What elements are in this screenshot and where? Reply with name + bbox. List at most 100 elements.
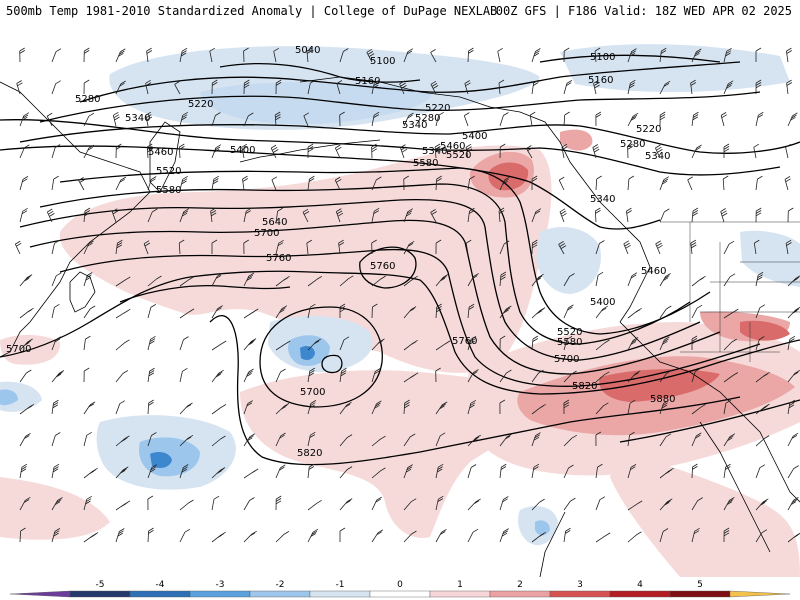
wind-barb [115,80,126,95]
wind-barb [464,80,471,95]
wind-barb [211,531,226,543]
south-america-coastline [539,511,566,577]
wind-barb [691,207,699,223]
wind-barb [147,367,155,383]
wind-barb [19,274,33,287]
cold-anomaly-region [740,230,800,287]
wind-barb [275,305,288,319]
wind-barb [499,240,510,255]
wind-barb [145,111,153,127]
wind-barb [723,80,734,95]
contour-5760 [119,285,291,303]
wind-barb [147,527,154,543]
contour-label: 5460 [641,266,666,277]
wind-barb [723,497,735,511]
wind-barb [210,207,217,223]
wind-barb [595,339,610,351]
wind-barb [531,79,539,95]
wind-barb [691,368,701,383]
wind-barb [19,527,26,543]
wind-barb [403,399,410,415]
wind-barb [787,497,799,511]
wind-barb [399,80,407,95]
colorbar-swatch [9,590,71,598]
wind-barb [307,463,315,479]
wind-barb [115,400,126,415]
contour-5040 [219,62,421,83]
wind-barb [467,369,479,383]
contour-5460 [39,183,691,345]
wind-barb [211,175,220,191]
wind-barb [371,435,386,447]
wind-barb [430,49,437,63]
wind-barb [595,111,602,127]
wind-barb [371,368,381,383]
wind-barb [115,143,122,159]
wind-barb [339,303,346,318]
wind-barb [626,207,632,223]
wind-barb [243,497,255,511]
wind-barb [51,272,62,287]
contour-5820 [209,315,741,466]
wind-barb [755,271,764,287]
wind-barb [403,175,410,191]
contour-label: 5340 [645,151,670,162]
wind-barb [371,400,382,415]
colorbar-tick-label: 4 [637,580,643,590]
colorbar-swatch [189,590,251,598]
wind-barb [691,144,702,159]
wind-barb [531,335,539,351]
wind-barb [723,399,732,415]
wind-barb [499,143,506,159]
wind-barb [243,530,257,543]
anomaly-colorbar: -5 -4 -3 -2 -1 0 1 2 3 4 5 [9,580,791,598]
wind-barb [211,272,223,287]
wind-barb [787,306,800,319]
wind-barb [755,336,765,351]
colorbar-swatch [129,590,191,598]
contour-label: 5340 [125,113,150,124]
us-state-borders [660,221,800,362]
wind-barb [434,143,441,159]
wind-barb [115,48,126,63]
wind-barb [112,111,120,127]
wind-barb [691,403,706,415]
cold-anomaly-region [0,381,42,412]
wind-barb [19,176,29,191]
wind-barb [243,272,255,287]
wind-barb [499,399,506,415]
contour-label: 5520 [557,327,582,338]
wind-barb [174,81,181,95]
wind-barb [179,308,195,319]
wind-barb [467,175,475,191]
wind-barb [467,498,481,511]
wind-barb [115,308,131,319]
wind-barb [211,144,222,159]
wind-barb [275,432,286,447]
wind-barb [371,275,386,287]
wind-barb [499,271,507,287]
wind-barb [787,207,794,223]
wind-barb [627,531,642,543]
wind-barb [115,528,125,543]
wind-barb [178,239,185,255]
wind-barb [211,435,226,447]
wind-barb [498,207,505,223]
colorbar-tick-label: -2 [276,580,285,590]
wind-barb [691,48,702,63]
wind-barb [371,79,380,95]
valid-time-label: 00Z GFS | F186 Valid: 18Z WED APR 02 202… [495,4,792,18]
wind-barb [371,338,385,351]
contour-label: 5340 [590,194,615,205]
wind-barb [403,306,417,319]
contour-label: 5220 [188,99,213,110]
wind-barb [723,308,739,319]
asia-coastline [0,81,151,358]
wind-barb [655,144,663,159]
colorbar-tick-label: 1 [457,580,463,590]
wind-barb [339,434,353,447]
colorbar-swatch [669,590,731,598]
wind-barb [531,175,538,191]
wind-barb [595,532,611,543]
contour-label: 5880 [650,394,675,405]
